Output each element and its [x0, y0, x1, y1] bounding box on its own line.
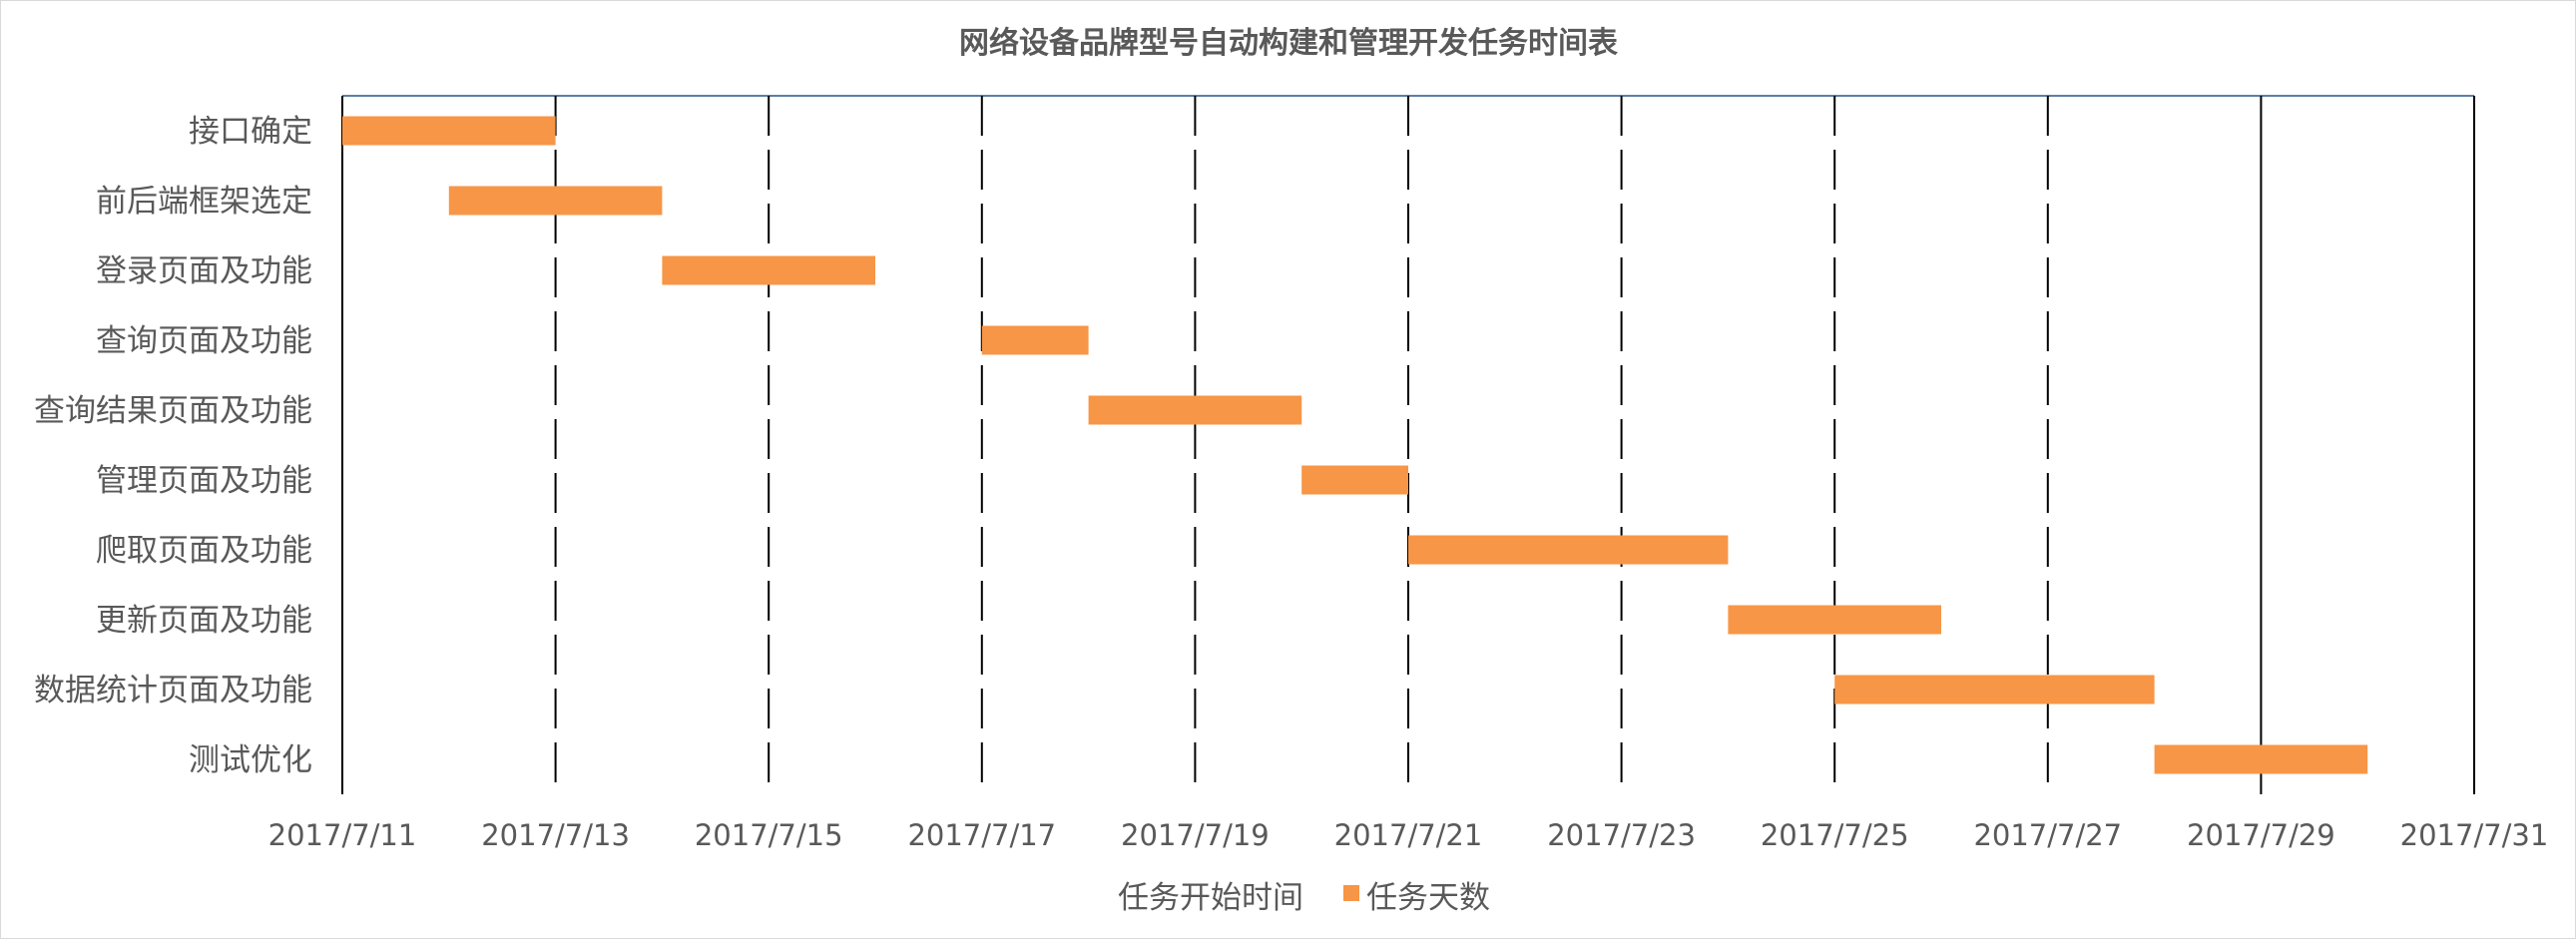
legend-entry-start: 任务开始时间: [1118, 880, 1303, 916]
task-bar: [1301, 465, 1408, 495]
task-bar: [1728, 605, 1941, 635]
task-bar: [2154, 744, 2368, 774]
x-tick-label: 2017/7/21: [1334, 818, 1483, 852]
chart-title: 网络设备品牌型号自动构建和管理开发任务时间表: [959, 26, 1618, 61]
x-tick-label: 2017/7/29: [2187, 818, 2335, 852]
x-tick-label: 2017/7/23: [1547, 818, 1696, 852]
task-bar: [1088, 395, 1302, 425]
x-tick-label: 2017/7/27: [1973, 818, 2122, 852]
category-label: 管理页面及功能: [96, 463, 312, 499]
category-label: 接口确定: [189, 114, 312, 150]
category-label: 查询页面及功能: [96, 323, 312, 359]
task-bar: [342, 116, 556, 146]
task-bar: [1834, 675, 2155, 705]
category-label: 查询结果页面及功能: [34, 393, 312, 429]
bars: [342, 116, 2368, 774]
x-tick-labels: 2017/7/11 2017/7/13 2017/7/15 2017/7/17 2017…: [268, 818, 2549, 852]
task-bar: [448, 186, 663, 216]
category-label: 数据统计页面及功能: [34, 673, 312, 708]
x-tick-label: 2017/7/31: [2400, 818, 2549, 852]
x-tick-label: 2017/7/25: [1761, 818, 1909, 852]
task-bar: [1408, 535, 1729, 565]
legend-swatch: [1343, 885, 1359, 901]
legend-entry-days: 任务天数: [1366, 880, 1490, 916]
category-label: 爬取页面及功能: [96, 533, 312, 569]
category-label: 登录页面及功能: [96, 253, 312, 289]
category-labels: 接口确定前后端框架选定登录页面及功能查询页面及功能查询结果页面及功能管理页面及功…: [34, 114, 312, 778]
task-bar: [981, 325, 1089, 355]
x-tick-label: 2017/7/15: [695, 818, 843, 852]
x-tick-label: 2017/7/17: [907, 818, 1056, 852]
category-label: 前后端框架选定: [96, 184, 312, 220]
legend: 任务开始时间 任务天数: [1118, 880, 1490, 916]
category-label: 测试优化: [189, 742, 312, 778]
category-label: 更新页面及功能: [96, 603, 312, 639]
x-tick-label: 2017/7/11: [268, 818, 417, 852]
task-bar: [662, 255, 875, 285]
x-tick-label: 2017/7/19: [1121, 818, 1270, 852]
x-tick-label: 2017/7/13: [481, 818, 630, 852]
